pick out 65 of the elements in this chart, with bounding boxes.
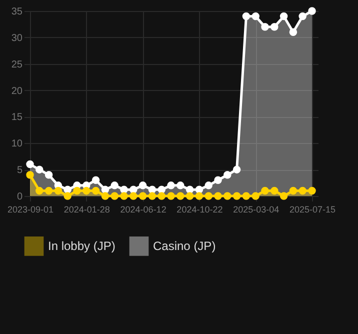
point bbox=[252, 12, 260, 20]
point bbox=[242, 192, 250, 200]
y-tick-label: 30 bbox=[11, 32, 23, 44]
point bbox=[186, 192, 194, 200]
point bbox=[73, 186, 81, 195]
point bbox=[158, 192, 166, 200]
point bbox=[261, 186, 269, 195]
point bbox=[308, 186, 316, 195]
point bbox=[110, 192, 118, 200]
point bbox=[130, 192, 138, 200]
point bbox=[120, 192, 128, 200]
y-tick-label: 20 bbox=[11, 86, 23, 97]
point bbox=[270, 186, 278, 195]
y-tick-label: 5 bbox=[16, 165, 23, 176]
x-tick-label: 2024-10-22 bbox=[176, 204, 223, 214]
point bbox=[138, 182, 147, 190]
point bbox=[224, 192, 232, 200]
point bbox=[232, 166, 241, 174]
point bbox=[298, 12, 306, 20]
x-tick-label: 2025-03-04 bbox=[233, 204, 280, 214]
y-tick-label: 0 bbox=[16, 192, 23, 202]
point bbox=[204, 182, 212, 190]
y-tick-label: 25 bbox=[11, 59, 23, 70]
x-tick-label: 2025-07-15 bbox=[289, 204, 336, 214]
point bbox=[92, 186, 100, 195]
x-tick-label: 2024-01-28 bbox=[64, 204, 110, 214]
point bbox=[54, 186, 62, 195]
point bbox=[44, 170, 53, 179]
point bbox=[232, 192, 241, 200]
point bbox=[298, 186, 306, 195]
x-tick-label: 2023-09-01 bbox=[7, 204, 54, 214]
point bbox=[176, 182, 184, 190]
legend-label: Casino (JP) bbox=[153, 239, 216, 254]
point bbox=[26, 160, 34, 168]
point bbox=[167, 192, 175, 200]
point bbox=[36, 186, 44, 195]
y-tick-label: 10 bbox=[11, 138, 23, 150]
legend-label: In lobby (JP) bbox=[48, 239, 116, 254]
point bbox=[214, 192, 222, 200]
point bbox=[280, 192, 288, 200]
y-tick-label: 15 bbox=[11, 112, 23, 124]
y-tick-label: 35 bbox=[11, 6, 23, 18]
point bbox=[289, 186, 298, 195]
point bbox=[26, 170, 34, 179]
point bbox=[261, 22, 269, 31]
point bbox=[270, 22, 278, 31]
point bbox=[242, 12, 250, 20]
point bbox=[289, 28, 298, 36]
point bbox=[44, 186, 53, 195]
point bbox=[110, 182, 118, 190]
point bbox=[224, 170, 232, 179]
point bbox=[176, 192, 184, 200]
point bbox=[64, 192, 72, 200]
point bbox=[101, 192, 110, 200]
point bbox=[204, 192, 212, 200]
point bbox=[214, 176, 222, 184]
x-tick-label: 2024-06-12 bbox=[120, 204, 166, 214]
point bbox=[308, 7, 316, 15]
point bbox=[92, 176, 100, 184]
point bbox=[167, 182, 175, 190]
point bbox=[36, 166, 44, 174]
point bbox=[120, 186, 128, 194]
point bbox=[82, 186, 90, 195]
point bbox=[280, 12, 288, 20]
point bbox=[148, 192, 156, 200]
